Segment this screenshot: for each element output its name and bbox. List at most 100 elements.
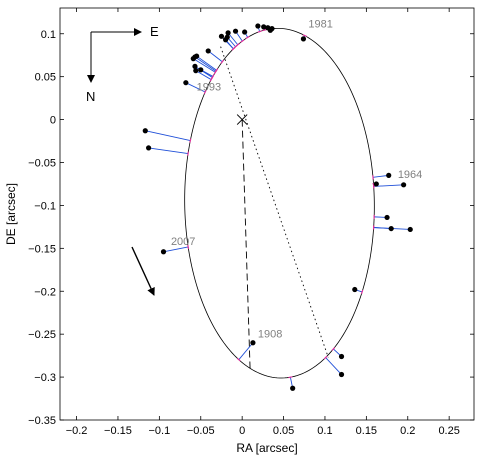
- x-tick-label: −0.1: [149, 425, 171, 437]
- observation-point: [225, 30, 231, 36]
- residual-line: [196, 55, 217, 71]
- y-tick-label: 0.1: [41, 29, 56, 41]
- predicted-position-mark: [211, 74, 215, 79]
- compass-east-label: E: [150, 24, 159, 39]
- x-tick-label: 0.1: [317, 425, 332, 437]
- predicted-position-mark: [245, 35, 250, 39]
- observation-point: [205, 48, 211, 54]
- year-label: 1964: [398, 169, 422, 181]
- predicted-position-mark: [331, 347, 336, 351]
- observation-point: [384, 214, 390, 221]
- residual-line: [185, 82, 206, 93]
- motion-direction-arrow: [131, 246, 155, 296]
- x-tick-label: 0: [239, 425, 245, 437]
- residual-line: [194, 65, 213, 78]
- residual-line: [195, 70, 212, 80]
- residual-line: [145, 130, 191, 141]
- x-tick-label: −0.15: [104, 425, 132, 437]
- y-tick-label: 0: [50, 115, 56, 127]
- x-tick-label: 0.25: [438, 425, 459, 437]
- predicted-position-mark: [257, 30, 262, 33]
- observation-points: [142, 23, 413, 391]
- observation-point: [407, 226, 413, 233]
- predicted-position-mark: [372, 182, 375, 187]
- predicted-position-mark: [236, 357, 241, 362]
- residual-line: [148, 147, 189, 154]
- predicted-position-mark: [240, 39, 245, 43]
- observation-point: [352, 286, 358, 293]
- predicted-position-mark: [187, 244, 190, 250]
- observation-point: [194, 53, 200, 59]
- residual-line: [373, 184, 404, 187]
- orbit-ellipse: [184, 27, 375, 379]
- residual-line: [193, 58, 216, 73]
- observation-point: [373, 181, 379, 187]
- y-tick-label: −0.2: [34, 286, 56, 298]
- x-axis-label: RA [arcsec]: [236, 441, 297, 455]
- predicted-position-mark: [323, 355, 328, 360]
- observation-point: [145, 145, 152, 151]
- y-tick-label: −0.25: [28, 329, 56, 341]
- observation-point: [386, 172, 392, 178]
- year-label: 1981: [308, 19, 332, 31]
- observation-point: [290, 385, 296, 391]
- predicted-position-mark: [288, 376, 293, 379]
- x-tick-label: −0.05: [187, 425, 215, 437]
- observation-point: [192, 63, 198, 69]
- observation-point: [401, 182, 407, 188]
- predicted-position-mark: [189, 138, 192, 143]
- observation-point: [338, 371, 345, 378]
- observation-point: [183, 80, 189, 86]
- line-of-nodes: [220, 46, 329, 358]
- observation-point: [250, 340, 256, 346]
- y-axis-label: DE [arcsec]: [4, 183, 18, 245]
- residual-line: [163, 246, 189, 253]
- year-label: 1993: [197, 81, 221, 93]
- x-tick-label: 0.15: [356, 425, 377, 437]
- observation-point: [300, 36, 307, 42]
- observation-point: [242, 29, 248, 35]
- periastron-line: [241, 119, 251, 370]
- x-tick-label: 0.05: [273, 425, 294, 437]
- primary-cross-stroke: [236, 114, 248, 125]
- observation-point: [198, 67, 204, 73]
- predicted-position-mark: [209, 77, 213, 82]
- residual-line: [372, 174, 389, 178]
- observation-point: [269, 26, 275, 32]
- predicted-position-mark: [231, 47, 236, 51]
- residual-line: [207, 50, 223, 63]
- residual-line: [238, 342, 254, 360]
- observation-point: [388, 225, 394, 232]
- observation-point: [142, 128, 148, 134]
- compass: E N: [86, 24, 159, 104]
- y-tick-label: −0.35: [28, 415, 56, 427]
- predicted-position-mark: [360, 289, 364, 294]
- observation-point: [338, 353, 345, 360]
- observation-point: [160, 249, 167, 255]
- axis-ticks: −0.2 −0.15 −0.1 −0.05 0 0.05 0.1 0.15 0.2 0.25 −0.…: [28, 8, 474, 437]
- plot-frame: [59, 7, 475, 421]
- predicted-position-mark: [220, 59, 224, 64]
- observation-point: [261, 24, 267, 30]
- predicted-position-mark: [203, 89, 207, 95]
- x-tick-label: −0.2: [66, 425, 88, 437]
- year-label: 1908: [258, 329, 282, 341]
- epoch-labels: 1981 1993 1964 2007 1908: [171, 19, 422, 341]
- observation-point: [255, 23, 261, 29]
- observation-point: [223, 37, 229, 43]
- predicted-position-mark: [214, 68, 219, 73]
- residual-line: [194, 56, 217, 72]
- residual-line: [325, 357, 342, 375]
- compass-north-label: N: [86, 89, 95, 104]
- y-tick-label: −0.05: [28, 158, 56, 170]
- primary-star-marker: [236, 114, 248, 125]
- observation-point: [232, 28, 239, 34]
- y-tick-label: 0.05: [35, 72, 56, 84]
- x-tick-label: 0.2: [400, 425, 415, 437]
- predicted-position-mark: [302, 34, 307, 37]
- observation-point: [193, 68, 199, 74]
- y-tick-label: −0.1: [34, 200, 56, 212]
- observation-point: [218, 33, 225, 39]
- y-tick-label: −0.15: [28, 243, 56, 255]
